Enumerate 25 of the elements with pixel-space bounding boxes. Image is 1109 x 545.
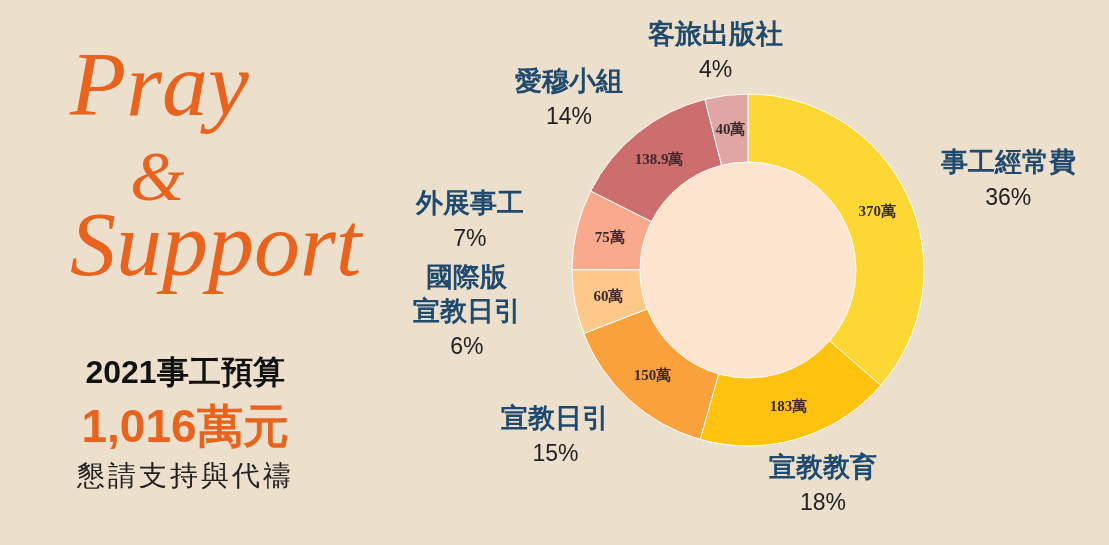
text: 36% (985, 183, 1032, 210)
slice-label: 客旅出版社 (647, 18, 784, 49)
slice-label: 外展事工 (414, 187, 524, 218)
data-label: 183萬 (769, 398, 808, 415)
text: 4% (699, 55, 733, 82)
data-label: 40萬 (715, 121, 746, 138)
text: Pray & Support (69, 33, 364, 295)
text: 懇請支持與代禱 (75, 460, 294, 491)
data-label: 370萬 (858, 203, 896, 220)
text: 18% (799, 488, 846, 515)
slice-label: 國際版宣教日引 (412, 262, 521, 327)
slice-label: 宣教日引 (501, 403, 610, 434)
text: 2021事工預算 (85, 354, 285, 390)
slice-label: 事工經常費 (939, 146, 1076, 177)
text: 6% (450, 333, 484, 360)
data-label: 150萬 (633, 366, 672, 383)
data-label: 60萬 (593, 287, 624, 304)
data-label: 75萬 (594, 229, 625, 246)
slice-label: 愛穆小組 (515, 65, 623, 96)
text: 15% (532, 440, 579, 467)
text: 1,016萬元 (81, 400, 289, 452)
text: 7% (453, 224, 487, 251)
text: 14% (545, 102, 593, 129)
data-label: 138.9萬 (634, 151, 684, 168)
slice-label: 宣教教育 (768, 451, 877, 482)
